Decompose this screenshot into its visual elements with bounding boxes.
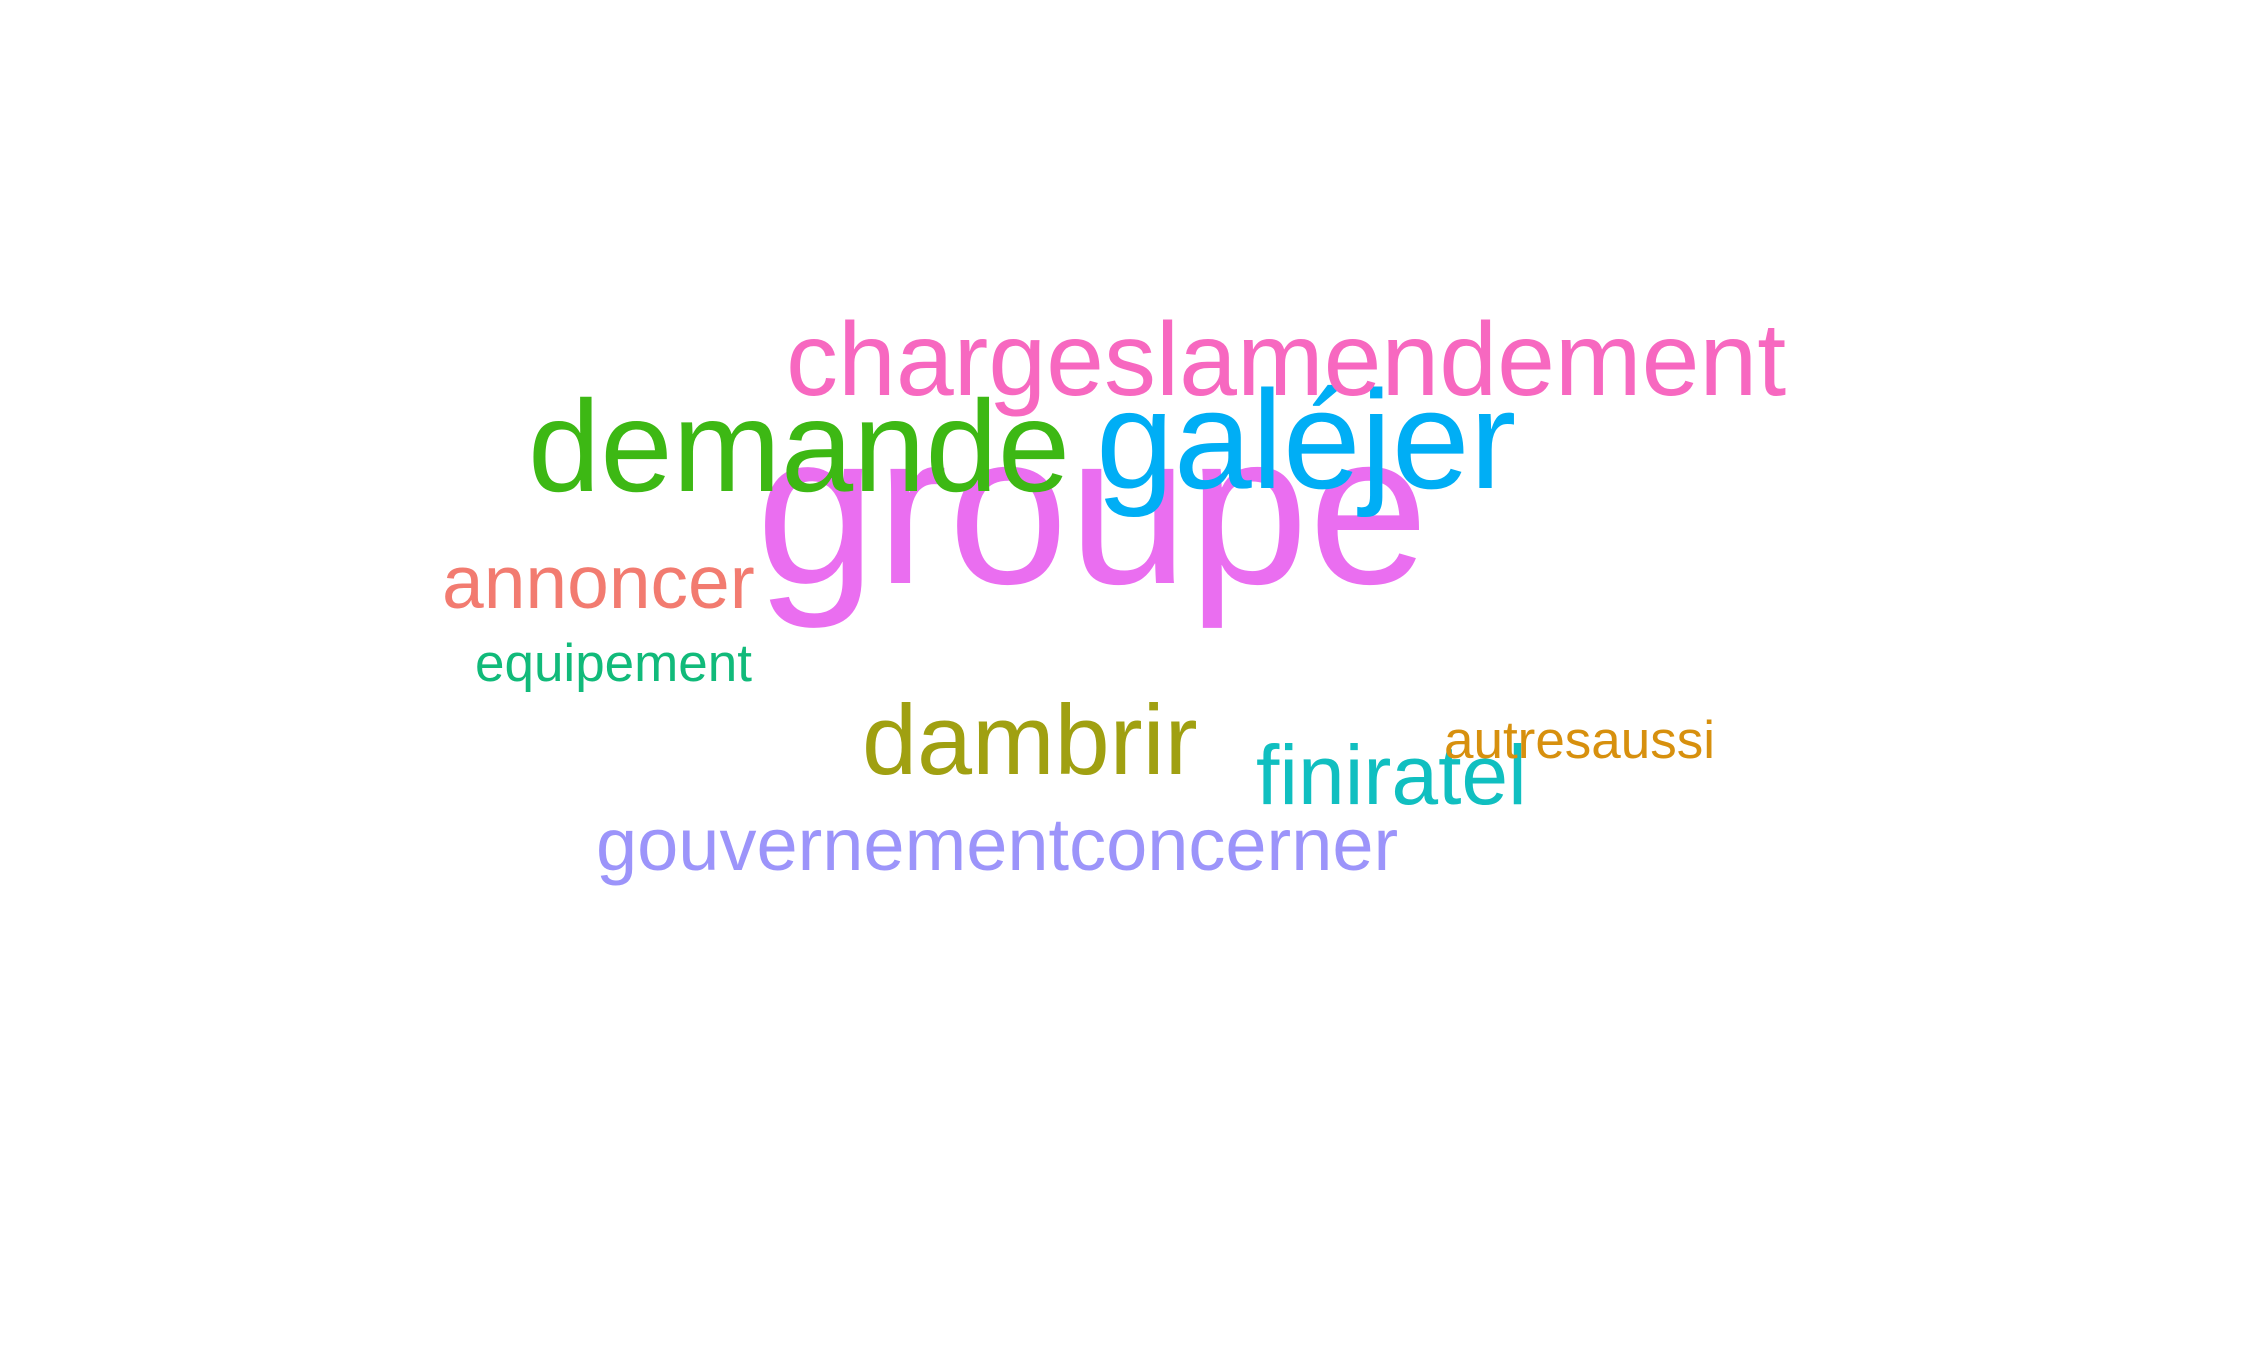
word-equipement: equipement (475, 634, 752, 694)
word-finiratel: finiratel (1256, 727, 1527, 822)
word-groupe: groupe (756, 386, 1429, 629)
word-dambrir: dambrir (862, 684, 1198, 796)
word-gouvernementconcerner: gouvernementconcerner (596, 803, 1399, 887)
word-galejer: galéjer (1096, 361, 1517, 519)
word-demande: demande (528, 373, 1071, 520)
word-autresaussi: autresaussi (1444, 711, 1716, 771)
word-chargeslamendement: chargeslamendement (786, 301, 1787, 418)
word-annoncer: annoncer (442, 540, 755, 625)
